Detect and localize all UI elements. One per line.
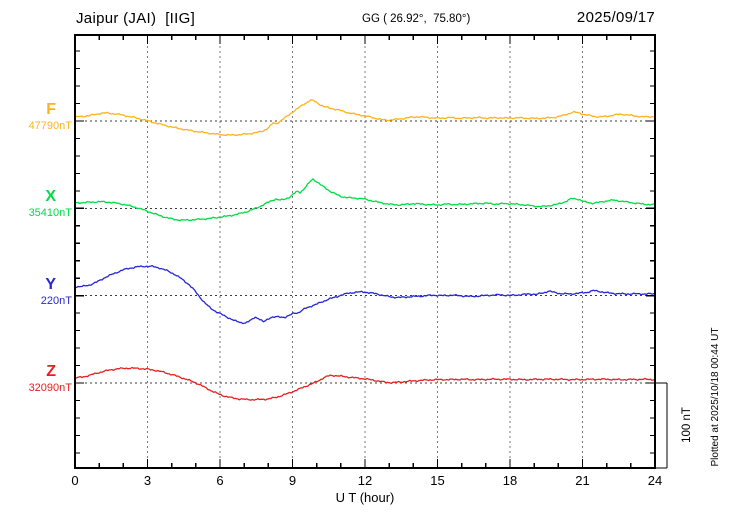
date-label: 2025/09/17 xyxy=(576,9,655,26)
plotted-at-note: Plotted at 2025/10/18 00:44 UT xyxy=(710,327,721,467)
station-title: Jaipur (JAI) [IIG] xyxy=(76,10,196,27)
scale-bar xyxy=(653,382,668,469)
series-letter-x: X xyxy=(45,188,56,205)
series-base-value-f: 47790nT xyxy=(28,120,72,132)
hour-gridlines xyxy=(147,36,583,467)
trace-lines xyxy=(74,99,656,401)
x-tick-label-15: 15 xyxy=(430,473,445,488)
x-tick-label-9: 9 xyxy=(288,473,297,488)
series-letter-f: F xyxy=(46,101,56,118)
series-label-y: Y 220nT xyxy=(0,277,72,308)
scale-bar-label: 100 nT xyxy=(681,407,693,443)
x-tick-label-24: 24 xyxy=(647,473,663,488)
series-base-value-y: 220nT xyxy=(40,295,72,307)
series-label-f: F 47790nT xyxy=(0,102,72,133)
x-tick-label-18: 18 xyxy=(502,473,518,488)
x-tick-label-6: 6 xyxy=(216,473,224,488)
x-tick-label-12: 12 xyxy=(357,473,373,488)
plot-frame xyxy=(74,34,656,469)
x-tick-label-0: 0 xyxy=(71,473,79,488)
trace-x xyxy=(74,178,656,222)
trace-baselines xyxy=(75,120,655,384)
trace-z xyxy=(74,366,656,401)
trace-f xyxy=(74,99,656,137)
series-base-value-z: 32090nT xyxy=(28,382,72,394)
series-label-x: X 35410nT xyxy=(0,189,72,220)
series-base-value-x: 35410nT xyxy=(28,207,72,219)
trace-y xyxy=(74,265,656,325)
series-letter-z: Z xyxy=(46,363,56,380)
coordinates-label: GG ( 26.92°, 75.80°) xyxy=(362,13,471,25)
x-axis-title: U T (hour) xyxy=(335,490,395,505)
series-letter-y: Y xyxy=(45,276,56,293)
series-label-z: Z 32090nT xyxy=(0,364,72,395)
x-tick-label-3: 3 xyxy=(143,473,152,488)
x-tick-label-21: 21 xyxy=(575,473,590,488)
